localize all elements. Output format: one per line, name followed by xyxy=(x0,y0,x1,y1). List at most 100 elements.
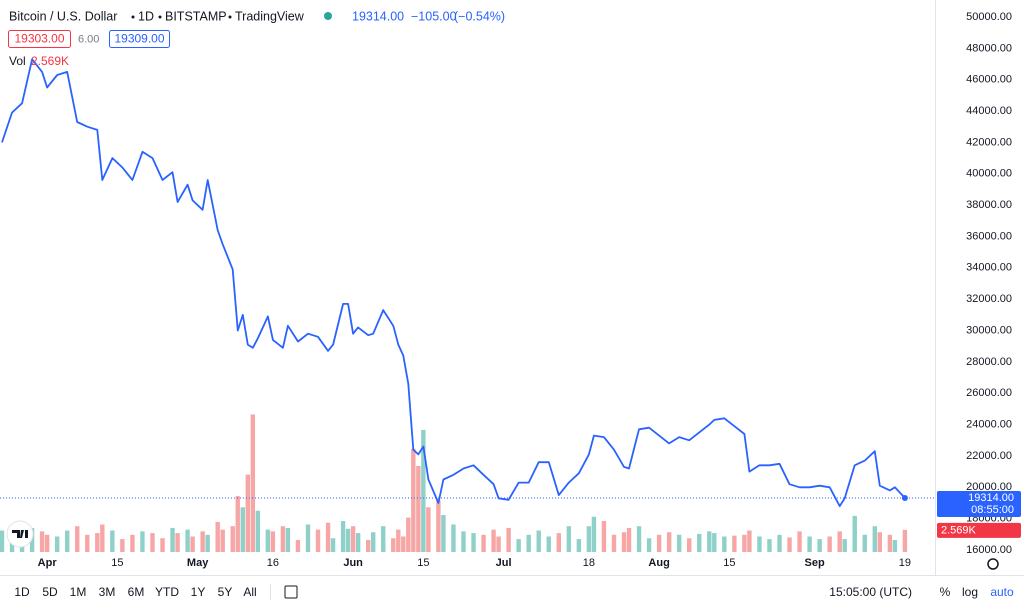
volume-bar xyxy=(526,534,531,552)
volume-bar xyxy=(240,507,245,552)
volume-bar xyxy=(441,515,446,552)
y-tick-label: 50000.00 xyxy=(966,11,1012,23)
volume-bar xyxy=(95,533,100,552)
x-tick-label: 19 xyxy=(899,557,911,569)
volume-bar xyxy=(421,429,426,552)
volume-bar xyxy=(817,539,822,552)
y-tick-label: 34000.00 xyxy=(966,262,1012,274)
volume-bar xyxy=(396,529,401,552)
range-button[interactable]: 1D xyxy=(14,585,30,599)
range-button[interactable]: All xyxy=(243,585,256,599)
volume-bar xyxy=(205,534,210,552)
volume-bar xyxy=(185,529,190,552)
volume-bar xyxy=(747,530,752,552)
x-tick-label: 18 xyxy=(583,557,595,569)
y-tick-label: 22000.00 xyxy=(966,450,1012,462)
volume-bar xyxy=(160,538,165,552)
y-tick-label: 30000.00 xyxy=(966,324,1012,336)
volume-bar xyxy=(100,524,105,552)
volume-bar xyxy=(787,537,792,552)
volume-bar xyxy=(411,448,416,552)
volume-bar xyxy=(245,474,250,552)
volume-bar xyxy=(902,529,908,552)
y-tick-label: 32000.00 xyxy=(966,293,1012,305)
settings-icon[interactable] xyxy=(987,558,999,570)
range-button[interactable]: 1Y xyxy=(191,585,206,599)
y-tick-label: 40000.00 xyxy=(966,168,1012,180)
calendar-icon[interactable] xyxy=(284,585,298,599)
scale-option[interactable]: auto xyxy=(990,585,1014,599)
volume-bar xyxy=(611,534,617,552)
volume-bar xyxy=(656,534,662,552)
volume-bar xyxy=(416,466,421,552)
range-button[interactable]: 3M xyxy=(99,585,116,599)
volume-bar xyxy=(496,536,501,552)
volume-bar xyxy=(345,528,351,552)
y-tick-label: 26000.00 xyxy=(966,387,1012,399)
price-change-pct: (−0.54%) xyxy=(454,9,505,23)
spread: 6.00 xyxy=(78,33,99,45)
volume-bar xyxy=(566,526,572,552)
volume-bar xyxy=(330,538,336,552)
volume-bar xyxy=(887,534,893,552)
volume-bar xyxy=(39,531,45,552)
range-button[interactable]: 5D xyxy=(42,585,58,599)
scale-option[interactable]: % xyxy=(940,585,951,599)
volume-bar xyxy=(235,496,240,552)
volume-bar xyxy=(215,521,220,552)
scale-option[interactable]: log xyxy=(962,585,978,599)
volume-bar xyxy=(350,526,356,552)
volume-bar xyxy=(491,529,496,552)
volume-bar xyxy=(506,527,511,552)
x-tick-label: 15 xyxy=(417,557,429,569)
volume-bar xyxy=(546,536,551,552)
range-button[interactable]: 5Y xyxy=(218,585,233,599)
logo-mark xyxy=(12,530,28,538)
range-button[interactable]: 6M xyxy=(128,585,145,599)
bid-price: 19303.00 xyxy=(14,32,64,46)
volume-bar xyxy=(130,534,135,552)
price-change: −105.00 xyxy=(411,9,457,23)
volume-bar xyxy=(757,536,762,552)
volume-bar xyxy=(556,533,561,552)
volume-bar xyxy=(401,536,406,552)
volume-bar xyxy=(436,500,441,552)
range-button[interactable]: YTD xyxy=(155,585,179,599)
timezone-clock[interactable]: 15:05:00 (UTC) xyxy=(829,585,912,599)
volume-bar xyxy=(65,530,70,552)
separator xyxy=(158,15,162,19)
volume-bar xyxy=(837,531,842,552)
plot-area xyxy=(0,58,935,552)
market-status[interactable] xyxy=(324,12,332,20)
volume-bar xyxy=(150,533,155,552)
volume-bar xyxy=(676,534,682,552)
volume-bar xyxy=(355,533,361,552)
volume-bar xyxy=(536,530,541,552)
bid-box[interactable] xyxy=(8,30,71,48)
volume-bar xyxy=(807,536,812,552)
volume-bar xyxy=(426,507,431,552)
volume-bar xyxy=(381,526,386,552)
ask-box[interactable] xyxy=(109,30,170,48)
volume-bar xyxy=(451,524,456,552)
volume-bar xyxy=(687,538,692,552)
y-tick-label: 46000.00 xyxy=(966,74,1012,86)
volume-bar xyxy=(285,527,291,552)
volume-bar xyxy=(295,539,301,552)
volume-bar xyxy=(75,526,80,552)
volume-bar xyxy=(54,536,60,552)
volume-bar xyxy=(190,536,195,552)
volume-bar xyxy=(120,539,125,552)
volume-bar xyxy=(697,533,702,552)
volume-bar xyxy=(340,521,346,552)
volume-bar xyxy=(586,526,592,552)
volume-bar xyxy=(365,539,371,552)
range-button[interactable]: 1M xyxy=(70,585,87,599)
exchange: BITSTAMP xyxy=(165,9,227,23)
volume-bar xyxy=(280,526,286,552)
volume-bar xyxy=(461,531,466,552)
volume-bar xyxy=(370,532,376,552)
x-tick-label: Apr xyxy=(38,557,58,569)
